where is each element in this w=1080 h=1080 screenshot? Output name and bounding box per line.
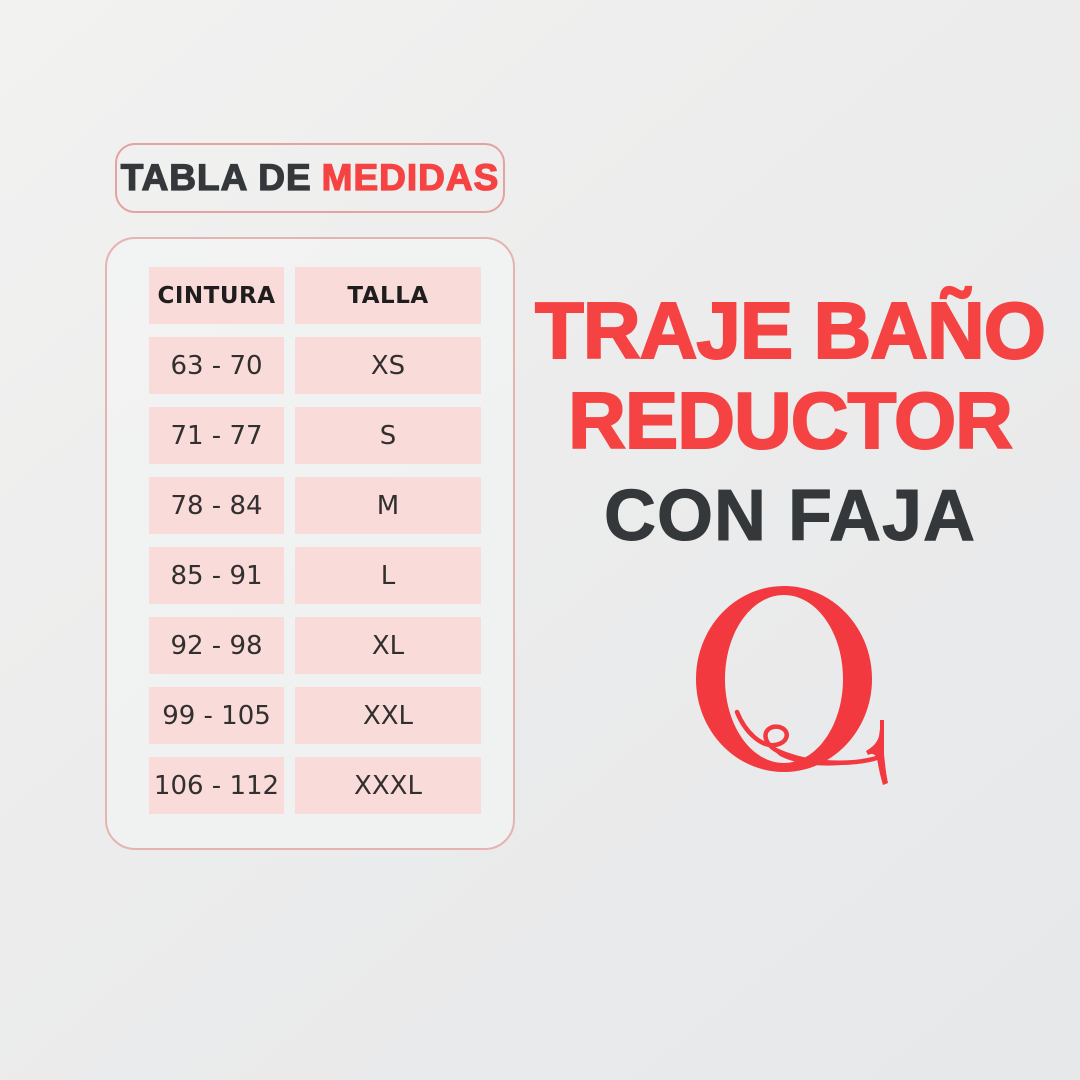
brand-logo-q-icon [696,586,888,785]
size-chart-title-accent: MEDIDAS [321,156,500,198]
table-cell-waist: 85 - 91 [149,547,284,604]
size-chart-card: CINTURA TALLA 63 - 70 XS 71 - 77 S 78 - … [105,237,515,850]
table-cell-size: XXL [295,687,481,744]
table-cell-waist: 106 - 112 [149,757,284,814]
table-cell-size: S [295,407,481,464]
table-cell-size: XS [295,337,481,394]
table-cell-size: XL [295,617,481,674]
table-cell-waist: 92 - 98 [149,617,284,674]
headline-line1: TRAJE BAÑO [534,285,1047,376]
size-chart-table: CINTURA TALLA 63 - 70 XS 71 - 77 S 78 - … [149,267,481,814]
table-cell-waist: 71 - 77 [149,407,284,464]
product-headline: TRAJE BAÑO REDUCTOR [530,285,1050,466]
headline-line2: REDUCTOR [567,375,1014,466]
column-header-cintura: CINTURA [149,267,284,324]
table-cell-waist: 99 - 105 [149,687,284,744]
product-subline: CON FAJA [603,476,977,556]
table-cell-waist: 78 - 84 [149,477,284,534]
size-chart-title-dark: TABLA DE [120,156,312,198]
table-cell-waist: 63 - 70 [149,337,284,394]
table-cell-size: XXXL [295,757,481,814]
table-cell-size: L [295,547,481,604]
size-chart-title-box: TABLA DE MEDIDAS [115,143,505,213]
column-header-talla: TALLA [295,267,481,324]
table-cell-size: M [295,477,481,534]
